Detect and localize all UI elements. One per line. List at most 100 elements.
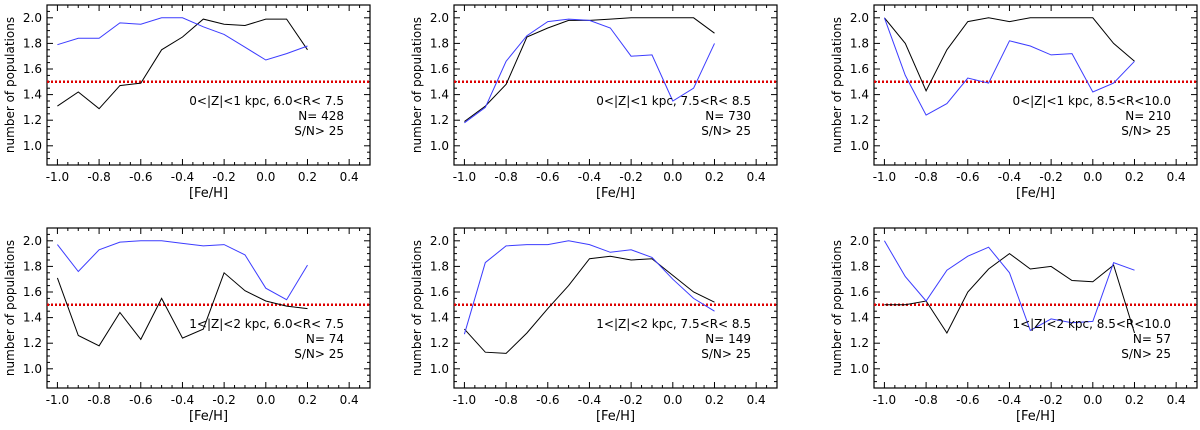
x-tick-label: 0.0 bbox=[256, 393, 275, 407]
panel-1: -1.0 -0.8 -0.6 -0.4 -0.2 0.0 0.2 0.4 1.0 1.2 1.4 1.… bbox=[3, 4, 371, 201]
panel-4: -1.0 -0.8 -0.6 -0.4 -0.2 0.0 0.2 0.4 1.0 1.2 1.4 1.… bbox=[3, 227, 371, 424]
annotation-line: S/N> 25 bbox=[701, 124, 751, 138]
x-tick-label: 0.4 bbox=[340, 393, 359, 407]
y-tick-label: 1.2 bbox=[23, 336, 42, 350]
x-tick-label: -1.0 bbox=[46, 170, 69, 184]
x-tick-label: -0.8 bbox=[87, 170, 110, 184]
y-tick-label: 1.0 bbox=[23, 362, 42, 376]
x-tick-label: -0.8 bbox=[494, 393, 517, 407]
annotation-line: 1<|Z|<2 kpc, 8.5<R<10.0 bbox=[1012, 317, 1171, 331]
y-tick-label: 2.0 bbox=[850, 234, 869, 248]
x-tick-label: -1.0 bbox=[453, 393, 476, 407]
y-tick-label: 1.4 bbox=[430, 88, 449, 102]
series-line-1 bbox=[57, 18, 308, 110]
series-line-2 bbox=[464, 18, 715, 124]
y-tick-label: 1.2 bbox=[430, 113, 449, 127]
x-tick-label: -0.8 bbox=[914, 393, 937, 407]
y-tick-label: 2.0 bbox=[850, 11, 869, 25]
annotation-line: N= 74 bbox=[306, 332, 344, 346]
x-tick-label: 0.2 bbox=[705, 170, 724, 184]
y-tick-label: 1.6 bbox=[850, 62, 869, 76]
x-tick-label: 0.0 bbox=[663, 170, 682, 184]
series-line-1 bbox=[884, 17, 1135, 92]
y-axis-label: number of populations bbox=[410, 240, 424, 376]
y-tick-label: 1.8 bbox=[850, 36, 869, 50]
series-line-2 bbox=[57, 240, 308, 301]
annotation-line: S/N> 25 bbox=[701, 347, 751, 361]
x-tick-label: -0.6 bbox=[129, 393, 152, 407]
series-line-2 bbox=[57, 17, 308, 61]
annotation-line: S/N> 25 bbox=[1121, 124, 1171, 138]
x-tick-label: 0.2 bbox=[298, 393, 317, 407]
x-axis-label: [Fe/H] bbox=[1016, 409, 1055, 424]
x-tick-label: -0.8 bbox=[494, 170, 517, 184]
annotation-line: N= 428 bbox=[298, 109, 344, 123]
annotation-line: N= 210 bbox=[1125, 109, 1171, 123]
x-tick-label: -0.8 bbox=[87, 393, 110, 407]
x-tick-label: -1.0 bbox=[453, 170, 476, 184]
x-tick-label: 0.2 bbox=[705, 393, 724, 407]
y-tick-label: 1.4 bbox=[850, 88, 869, 102]
y-tick-label: 1.6 bbox=[430, 62, 449, 76]
y-tick-label: 1.6 bbox=[850, 285, 869, 299]
y-tick-label: 1.8 bbox=[430, 36, 449, 50]
x-axis-label: [Fe/H] bbox=[1016, 186, 1055, 201]
y-tick-label: 1.0 bbox=[430, 362, 449, 376]
x-tick-label: -0.4 bbox=[998, 393, 1021, 407]
plot-frame bbox=[453, 227, 778, 389]
y-tick-label: 1.8 bbox=[23, 259, 42, 273]
x-tick-label: 0.4 bbox=[340, 170, 359, 184]
y-tick-label: 2.0 bbox=[23, 11, 42, 25]
series-line-1 bbox=[56, 271, 308, 347]
x-tick-label: -0.4 bbox=[578, 170, 601, 184]
series-line-2 bbox=[883, 240, 1135, 332]
plot-frame bbox=[46, 4, 371, 166]
x-tick-label: -0.2 bbox=[212, 393, 235, 407]
x-tick-label: 0.2 bbox=[1125, 170, 1144, 184]
x-tick-label: 0.2 bbox=[1125, 393, 1144, 407]
x-tick-label: 0.4 bbox=[1167, 170, 1186, 184]
x-tick-label: -0.2 bbox=[1039, 170, 1062, 184]
y-tick-label: 1.8 bbox=[23, 36, 42, 50]
annotation-line: 1<|Z|<2 kpc, 7.5<R< 8.5 bbox=[596, 317, 751, 331]
y-tick-label: 1.2 bbox=[23, 113, 42, 127]
x-tick-label: 0.0 bbox=[663, 393, 682, 407]
annotation-line: 0<|Z|<1 kpc, 7.5<R< 8.5 bbox=[596, 94, 751, 108]
x-tick-label: -0.4 bbox=[171, 170, 194, 184]
x-tick-label: -0.2 bbox=[619, 170, 642, 184]
x-tick-label: 0.0 bbox=[1083, 393, 1102, 407]
annotation-line: S/N> 25 bbox=[294, 347, 344, 361]
x-tick-label: -1.0 bbox=[873, 393, 896, 407]
x-tick-label: -0.4 bbox=[998, 170, 1021, 184]
x-tick-label: 0.4 bbox=[1167, 393, 1186, 407]
x-tick-label: -0.4 bbox=[171, 393, 194, 407]
y-tick-label: 1.2 bbox=[430, 336, 449, 350]
x-tick-label: -1.0 bbox=[873, 170, 896, 184]
panel-3: -1.0 -0.8 -0.6 -0.4 -0.2 0.0 0.2 0.4 1.0 1.2 1.4 1.… bbox=[830, 4, 1198, 201]
plot-frame bbox=[46, 227, 371, 389]
x-tick-label: -0.2 bbox=[212, 170, 235, 184]
x-axis-label: [Fe/H] bbox=[596, 409, 635, 424]
x-tick-label: 0.4 bbox=[747, 170, 766, 184]
y-tick-label: 1.0 bbox=[850, 139, 869, 153]
y-tick-label: 2.0 bbox=[430, 234, 449, 248]
annotation-line: N= 57 bbox=[1133, 332, 1171, 346]
x-tick-label: -0.4 bbox=[578, 393, 601, 407]
x-tick-label: 0.4 bbox=[747, 393, 766, 407]
panel-5: -1.0 -0.8 -0.6 -0.4 -0.2 0.0 0.2 0.4 1.0 1.2 1.4 1.… bbox=[410, 227, 778, 424]
x-tick-label: -0.2 bbox=[619, 393, 642, 407]
y-tick-label: 1.8 bbox=[430, 259, 449, 273]
y-axis-label: number of populations bbox=[3, 17, 17, 153]
y-tick-label: 1.4 bbox=[850, 311, 869, 325]
plot-frame bbox=[873, 227, 1198, 389]
x-axis-label: [Fe/H] bbox=[189, 186, 228, 201]
y-axis-label: number of populations bbox=[3, 240, 17, 376]
y-tick-label: 1.6 bbox=[23, 285, 42, 299]
panel-6: -1.0 -0.8 -0.6 -0.4 -0.2 0.0 0.2 0.4 1.0 1.2 1.4 1.… bbox=[830, 227, 1198, 424]
x-axis-label: [Fe/H] bbox=[596, 186, 635, 201]
x-tick-label: 0.0 bbox=[256, 170, 275, 184]
y-axis-label: number of populations bbox=[830, 240, 844, 376]
y-tick-label: 1.0 bbox=[430, 139, 449, 153]
plot-frame bbox=[453, 4, 778, 166]
